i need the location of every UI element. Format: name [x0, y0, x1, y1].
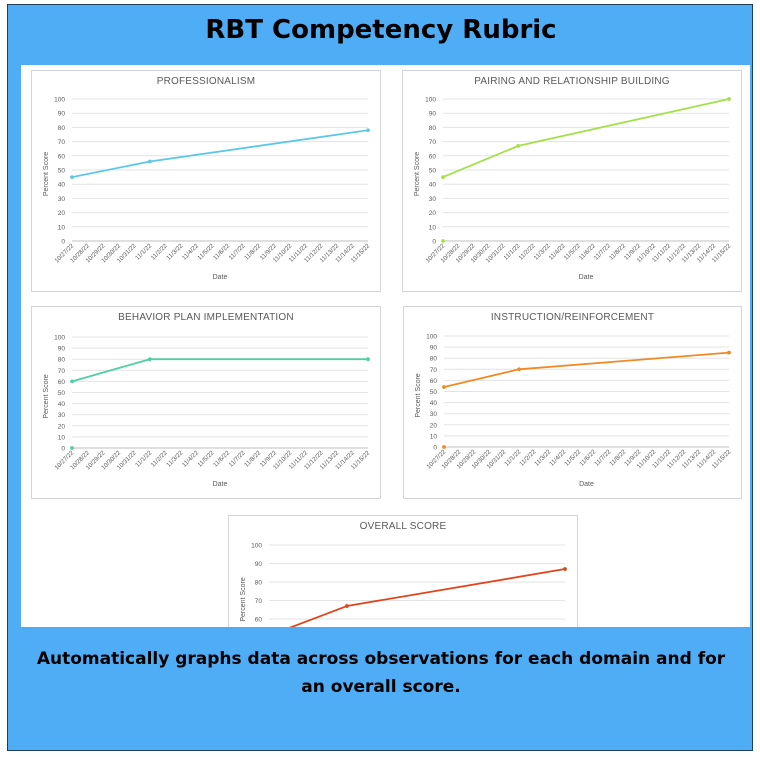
- chart-title: PROFESSIONALISM: [156, 76, 256, 87]
- data-point: [563, 567, 567, 571]
- y-axis-title: Percent Score: [240, 577, 247, 621]
- data-point: [727, 97, 731, 101]
- chart-professionalism: PROFESSIONALISM 0 10 20 30 40 50 60 70 80 90 100 10…: [31, 70, 381, 292]
- x-axis-title: Date: [579, 274, 594, 281]
- y-tick-label: 100: [251, 543, 262, 550]
- footer-caption: Automatically graphs data across observa…: [36, 649, 726, 697]
- y-tick-label: 60: [429, 153, 437, 160]
- chart-title: BEHAVIOR PLAN IMPLEMENTATION: [118, 312, 294, 323]
- rubric-frame: RBT Competency Rubric PROFESSIONALISM 0 1…: [7, 4, 753, 751]
- data-point: [70, 175, 74, 179]
- y-tick-label: 40: [430, 400, 438, 407]
- y-tick-label: 10: [430, 433, 438, 440]
- y-tick-label: 50: [429, 168, 437, 175]
- data-point: [366, 128, 370, 133]
- y-tick-label: 50: [58, 390, 66, 397]
- chart-title: INSTRUCTION/REINFORCEMENT: [490, 312, 655, 323]
- y-tick-label: 70: [429, 139, 437, 146]
- y-tick-label: 100: [425, 97, 436, 104]
- y-tick-label: 20: [429, 210, 437, 217]
- y-tick-label: 30: [58, 412, 66, 419]
- y-tick-label: 70: [430, 367, 438, 374]
- y-tick-label: 10: [58, 434, 66, 441]
- data-point: [344, 604, 349, 608]
- y-tick-label: 10: [429, 224, 437, 231]
- y-tick-label: 90: [58, 346, 66, 353]
- y-tick-label: 70: [58, 139, 66, 146]
- y-tick-label: 0: [61, 239, 65, 246]
- y-tick-label: 60: [58, 153, 66, 160]
- y-tick-label: 0: [61, 446, 65, 453]
- chart-svg: 010203040506070809010010/27/2210/28/2210…: [43, 335, 372, 489]
- y-tick-label: 40: [58, 182, 66, 189]
- series-line: [289, 568, 566, 627]
- chart-title: PAIRING AND RELATIONSHIP BUILDING: [474, 76, 670, 87]
- y-tick-label: 50: [58, 168, 66, 175]
- chart-pairing-relationship-building: PAIRING AND RELATIONSHIP BUILDING 0 10 20 3…: [402, 70, 742, 292]
- page-title: RBT Competency Rubric: [205, 15, 557, 45]
- y-tick-label: 20: [58, 210, 66, 217]
- series-line: [442, 98, 730, 178]
- y-tick-label: 80: [429, 125, 437, 132]
- y-tick-label: 100: [54, 97, 65, 104]
- y-axis-title: Percent Score: [415, 373, 422, 417]
- y-tick-label: 60: [430, 378, 438, 385]
- y-tick-label: 80: [58, 125, 66, 132]
- y-tick-label: 90: [58, 111, 66, 118]
- chart-svg: 010203040506070809010010/27/2210/28/2210…: [415, 334, 733, 489]
- chart-overall-score: OVERALL SCORE 40506070809010010/27/2210/…: [228, 515, 578, 627]
- y-tick-label: 50: [430, 389, 438, 396]
- chart-svg: 010203040506070809010010/27/2210/28/2210…: [414, 97, 733, 282]
- data-point: [442, 445, 446, 449]
- chart-instruction-reinforcement: INSTRUCTION/REINFORCEMENT 0 10 20 30 40 50 60 7…: [403, 306, 742, 499]
- x-axis-title: Date: [579, 481, 594, 488]
- y-tick-label: 100: [54, 335, 65, 342]
- data-point: [441, 175, 445, 179]
- y-tick-label: 30: [58, 196, 66, 203]
- chart-title: OVERALL SCORE: [359, 521, 447, 532]
- y-tick-label: 60: [58, 379, 66, 386]
- data-point: [517, 367, 521, 372]
- y-tick-label: 20: [430, 422, 438, 429]
- data-point: [441, 239, 445, 243]
- y-tick-label: 30: [429, 196, 437, 203]
- y-tick-label: 40: [58, 401, 66, 408]
- x-axis-title: Date: [213, 274, 228, 281]
- y-axis-title: Percent Score: [414, 152, 421, 196]
- data-point: [442, 385, 446, 389]
- chart-svg: 40506070809010010/27/2210/28/2210/29/221…: [240, 543, 567, 627]
- y-tick-label: 90: [430, 345, 438, 352]
- y-tick-label: 90: [429, 111, 437, 118]
- chart-behavior-plan-implementation: BEHAVIOR PLAN IMPLEMENTATION 0 10 20 30 40 50…: [31, 306, 381, 499]
- y-tick-label: 80: [58, 357, 66, 364]
- y-axis-title: Percent Score: [43, 374, 50, 418]
- data-point: [70, 446, 74, 450]
- y-tick-label: 30: [430, 411, 438, 418]
- y-tick-label: 20: [58, 423, 66, 430]
- y-tick-label: 70: [255, 598, 263, 605]
- y-tick-label: 90: [255, 561, 263, 568]
- data-point: [727, 350, 731, 355]
- data-point: [70, 379, 74, 384]
- x-axis-title: Date: [213, 481, 228, 488]
- data-point: [147, 357, 152, 362]
- y-tick-label: 70: [58, 368, 66, 375]
- y-tick-label: 80: [255, 580, 263, 587]
- y-tick-label: 10: [58, 224, 66, 231]
- y-tick-label: 100: [426, 334, 437, 341]
- data-point: [147, 159, 152, 164]
- y-tick-label: 40: [429, 182, 437, 189]
- y-tick-label: 80: [430, 356, 438, 363]
- data-point: [366, 357, 370, 362]
- chart-svg: 010203040506070809010010/27/2210/28/2210…: [43, 97, 372, 282]
- charts-panel: PROFESSIONALISM 0 10 20 30 40 50 60 70 80 90 100 10…: [21, 65, 750, 627]
- y-tick-label: 60: [255, 617, 263, 624]
- data-point: [516, 143, 521, 148]
- y-tick-label: 0: [432, 239, 436, 246]
- y-axis-title: Percent Score: [43, 152, 50, 196]
- y-tick-label: 0: [433, 445, 437, 452]
